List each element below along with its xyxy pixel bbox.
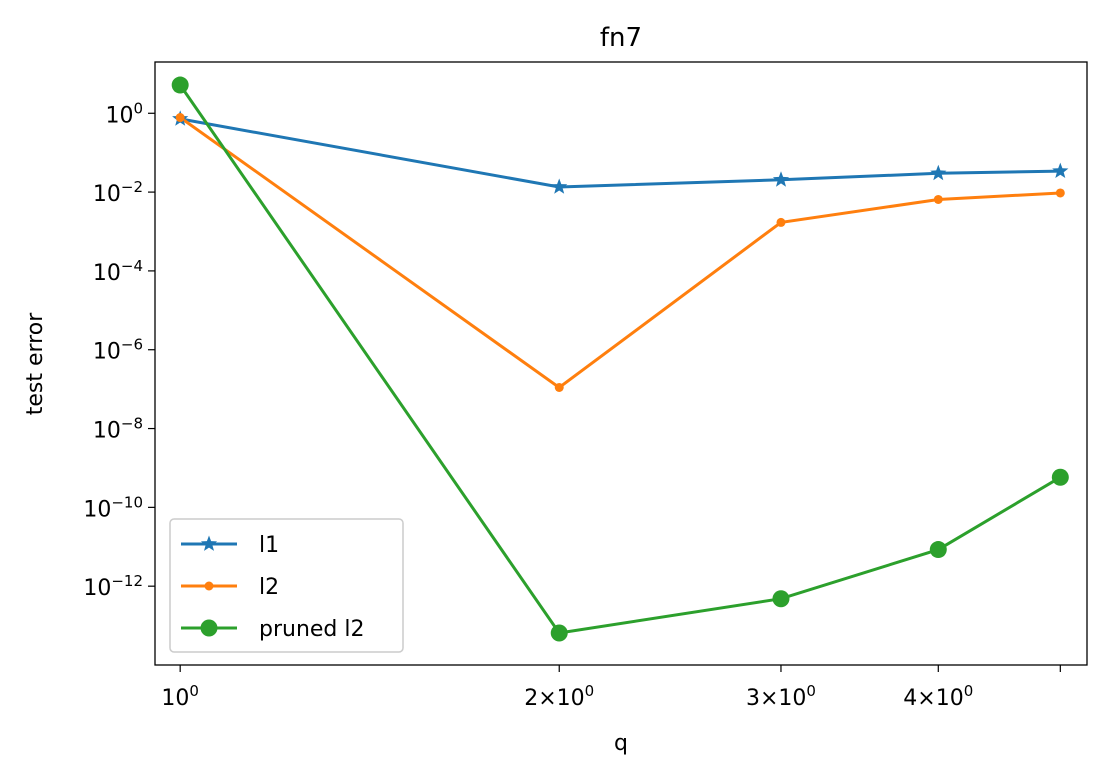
y-tick-label: 10−10 [83,493,143,522]
data-point-l2 [933,194,943,204]
data-point-l1 [551,178,568,194]
data-point-l2 [554,383,564,393]
data-point-pruned-l2 [929,541,947,559]
series-markers [171,76,1069,642]
data-point-pruned-l2 [550,624,568,642]
x-tick-label: 4×100 [903,682,973,711]
legend-marker-l2 [204,581,214,591]
x-axis-label: q [614,731,628,756]
x-tick-label: 100 [161,682,199,711]
data-point-pruned-l2 [1051,468,1069,486]
y-tick-label: 10−2 [93,178,143,207]
legend-label-l1: l1 [259,533,279,558]
data-point-l2 [776,217,786,227]
y-tick-label: 10−4 [93,257,143,286]
chart-title: fn7 [600,23,642,53]
y-tick-label: 10−6 [93,336,143,365]
data-point-l2 [1055,188,1065,198]
y-axis-label: test error [23,312,48,415]
data-point-pruned-l2 [171,76,189,94]
x-tick-label: 2×100 [524,682,594,711]
series-line-l2 [179,116,1061,390]
series-line-l1 [179,117,1061,189]
y-tick-label: 10−12 [83,572,143,601]
data-point-l1 [772,171,790,187]
plot-frame [154,61,1088,666]
legend-label-pruned-l2: pruned l2 [259,617,365,642]
legend-label-l2: l2 [259,575,279,600]
y-tick-label: 100 [105,99,143,128]
legend-box [169,518,404,653]
y-tick-label: 10−8 [93,415,143,444]
data-point-l1 [1052,162,1069,178]
data-point-l2 [175,113,185,123]
x-tick-label: 3×100 [746,682,816,711]
legend-marker-pruned-l2 [200,619,218,637]
data-point-l1 [930,164,947,181]
legend-marker-l1 [200,535,218,551]
legend: l1 l2 pruned l2 [169,518,404,653]
data-point-pruned-l2 [772,590,790,608]
axis-ticks: 100 2×100 3×100 4×100 100 10−2 10−4 10−6 10−8 10−… [83,99,1061,711]
